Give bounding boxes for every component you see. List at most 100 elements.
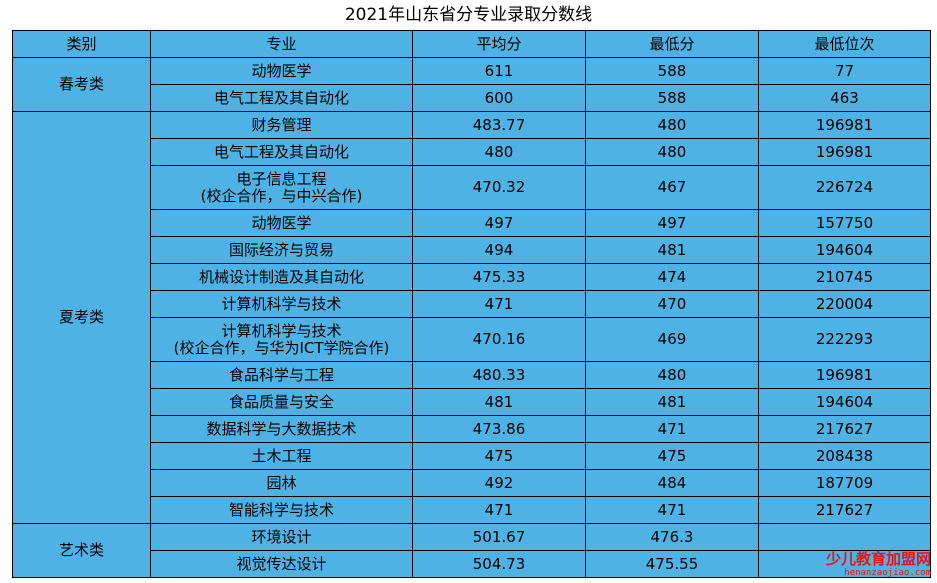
major-name: 计算机科学与技术	[221, 321, 342, 340]
major-cell: 电气工程及其自动化	[150, 84, 413, 112]
average-score-cell: 473.86	[412, 415, 586, 443]
table-row: 土木工程 475 475 208438	[13, 442, 931, 470]
minimum-score-cell: 484	[585, 469, 759, 497]
minimum-score-cell: 476.3	[585, 523, 759, 551]
minimum-score-cell: 497	[585, 209, 759, 237]
table-row: 园林 492 484 187709	[13, 469, 931, 497]
major-cell: 数据科学与大数据技术	[150, 415, 413, 443]
major-cell: 食品质量与安全	[150, 388, 413, 416]
major-name: 数据科学与大数据技术	[206, 419, 357, 438]
minimum-rank-cell: 220004	[758, 290, 931, 318]
average-score-cell: 611	[412, 57, 586, 85]
average-score-cell: 475.33	[412, 263, 586, 291]
average-score-cell: 475	[412, 442, 586, 470]
minimum-score-cell: 474	[585, 263, 759, 291]
major-cell: 电子信息工程 (校企合作，与中兴合作)	[150, 165, 413, 210]
table-row: 食品质量与安全 481 481 194604	[13, 388, 931, 416]
table-row: 电气工程及其自动化 480 480 196981	[13, 138, 931, 166]
average-score-cell: 600	[412, 84, 586, 112]
minimum-score-cell: 481	[585, 236, 759, 264]
admission-score-table: 类别 专业 平均分 最低分 最低位次 春考类 动物医学 611 588 77 电气工程及其…	[12, 30, 931, 578]
minimum-rank-cell: 196981	[758, 361, 931, 389]
major-cell: 环境设计	[150, 523, 413, 551]
minimum-rank-cell	[758, 523, 931, 551]
major-cell: 视觉传达设计	[150, 550, 413, 578]
average-score-cell: 501.67	[412, 523, 586, 551]
major-name: 计算机科学与技术	[221, 294, 342, 313]
major-cell: 机械设计制造及其自动化	[150, 263, 413, 291]
average-score-cell: 504.73	[412, 550, 586, 578]
watermark-domain-text: henanzaojiao.com	[844, 568, 931, 578]
minimum-rank-cell: 217627	[758, 415, 931, 443]
average-score-cell: 497	[412, 209, 586, 237]
table-row: 智能科学与技术 471 471 217627	[13, 496, 931, 524]
minimum-score-cell: 471	[585, 415, 759, 443]
minimum-rank-cell: 194604	[758, 388, 931, 416]
table-row: 电子信息工程 (校企合作，与中兴合作) 470.32 467 226724	[13, 165, 931, 210]
column-header-minimum-rank: 最低位次	[758, 30, 931, 58]
major-name: 国际经济与贸易	[228, 240, 334, 259]
minimum-rank-cell: 463	[758, 84, 931, 112]
table-row: 艺术类 环境设计 501.67 476.3	[12, 523, 931, 578]
major-cell: 土木工程	[150, 442, 413, 470]
major-name: 土木工程	[251, 446, 312, 465]
minimum-score-cell: 470	[585, 290, 759, 318]
major-cell: 电气工程及其自动化	[150, 138, 413, 166]
minimum-score-cell: 588	[585, 84, 759, 112]
major-cell: 智能科学与技术	[150, 496, 413, 524]
average-score-cell: 470.32	[412, 165, 586, 210]
major-cell: 计算机科学与技术	[150, 290, 413, 318]
minimum-rank-cell: 226724	[758, 165, 931, 210]
table-row: 数据科学与大数据技术 473.86 471 217627	[13, 415, 931, 443]
column-header-minimum-score: 最低分	[585, 30, 759, 58]
minimum-score-cell: 481	[585, 388, 759, 416]
column-header-average-score: 平均分	[412, 30, 586, 58]
minimum-score-cell: 475	[585, 442, 759, 470]
major-name: 智能科学与技术	[228, 500, 334, 519]
minimum-rank-cell: 217627	[758, 496, 931, 524]
watermark-chinese-text: 少儿教育加盟网	[825, 550, 931, 568]
major-name: 机械设计制造及其自动化	[198, 267, 364, 286]
minimum-rank-cell: 194604	[758, 236, 931, 264]
major-cell: 动物医学	[150, 57, 413, 85]
minimum-rank-cell: 222293	[758, 317, 931, 362]
major-name: 视觉传达设计	[236, 554, 327, 573]
major-name: 园林	[266, 473, 297, 492]
table-row: 动物医学 497 497 157750	[13, 209, 931, 237]
table-row: 国际经济与贸易 494 481 194604	[13, 236, 931, 264]
major-cell: 动物医学	[150, 209, 413, 237]
minimum-score-cell: 588	[585, 57, 759, 85]
major-cell: 国际经济与贸易	[150, 236, 413, 264]
average-score-cell: 492	[412, 469, 586, 497]
table-row: 视觉传达设计 504.73 475.55	[13, 550, 931, 578]
minimum-rank-cell: 77	[758, 57, 931, 85]
major-name: 食品质量与安全	[228, 392, 334, 411]
major-name: 动物医学	[251, 213, 312, 232]
column-header-category: 类别	[12, 30, 151, 58]
page-title: 2021年山东省分专业录取分数线	[344, 5, 593, 25]
major-cell: 财务管理	[150, 111, 413, 139]
table-row: 机械设计制造及其自动化 475.33 474 210745	[13, 263, 931, 291]
average-score-cell: 471	[412, 290, 586, 318]
major-note: (校企合作，与华为ICT学院合作)	[173, 338, 390, 357]
major-name: 财务管理	[251, 115, 312, 134]
minimum-score-cell: 480	[585, 361, 759, 389]
site-watermark-logo: 少儿教育加盟网 henanzaojiao.com	[819, 551, 931, 581]
average-score-cell: 494	[412, 236, 586, 264]
column-header-major: 专业	[150, 30, 413, 58]
table-header-row: 类别 专业 平均分 最低分 最低位次	[12, 30, 931, 58]
average-score-cell: 470.16	[412, 317, 586, 362]
minimum-score-cell: 469	[585, 317, 759, 362]
major-name: 环境设计	[251, 527, 312, 546]
average-score-cell: 480.33	[412, 361, 586, 389]
table-row: 食品科学与工程 480.33 480 196981	[13, 361, 931, 389]
minimum-rank-cell: 157750	[758, 209, 931, 237]
minimum-rank-cell: 196981	[758, 138, 931, 166]
major-name: 电子信息工程	[236, 169, 327, 188]
minimum-score-cell: 475.55	[585, 550, 759, 578]
table-row: 夏考类 财务管理 483.77 480 196981	[12, 111, 931, 524]
minimum-rank-cell: 210745	[758, 263, 931, 291]
major-name: 食品科学与工程	[228, 365, 334, 384]
minimum-score-cell: 467	[585, 165, 759, 210]
average-score-cell: 480	[412, 138, 586, 166]
